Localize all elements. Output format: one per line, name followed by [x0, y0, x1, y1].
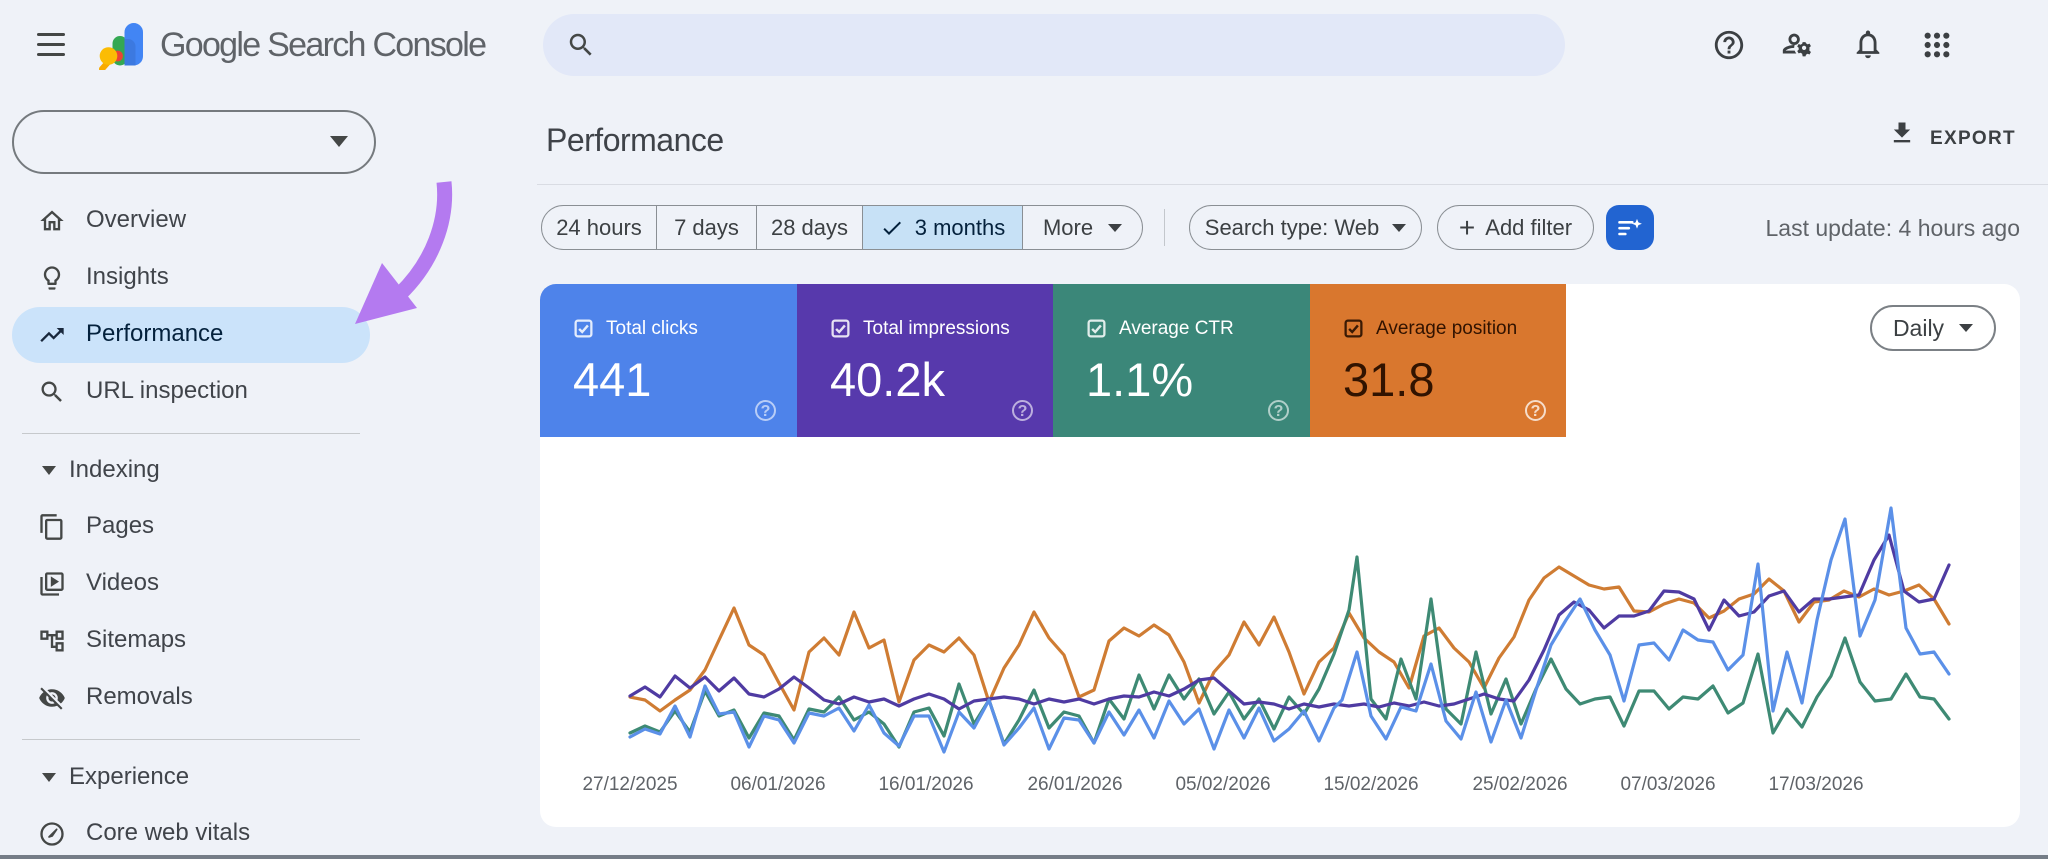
- svg-text:26/01/2026: 26/01/2026: [1027, 774, 1122, 795]
- svg-text:25/02/2026: 25/02/2026: [1472, 774, 1567, 795]
- svg-text:06/01/2026: 06/01/2026: [730, 774, 825, 795]
- svg-text:27/12/2025: 27/12/2025: [582, 774, 677, 795]
- svg-text:07/03/2026: 07/03/2026: [1620, 774, 1715, 795]
- svg-text:15/02/2026: 15/02/2026: [1323, 774, 1418, 795]
- svg-text:16/01/2026: 16/01/2026: [878, 774, 973, 795]
- svg-text:17/03/2026: 17/03/2026: [1768, 774, 1863, 795]
- svg-text:05/02/2026: 05/02/2026: [1175, 774, 1270, 795]
